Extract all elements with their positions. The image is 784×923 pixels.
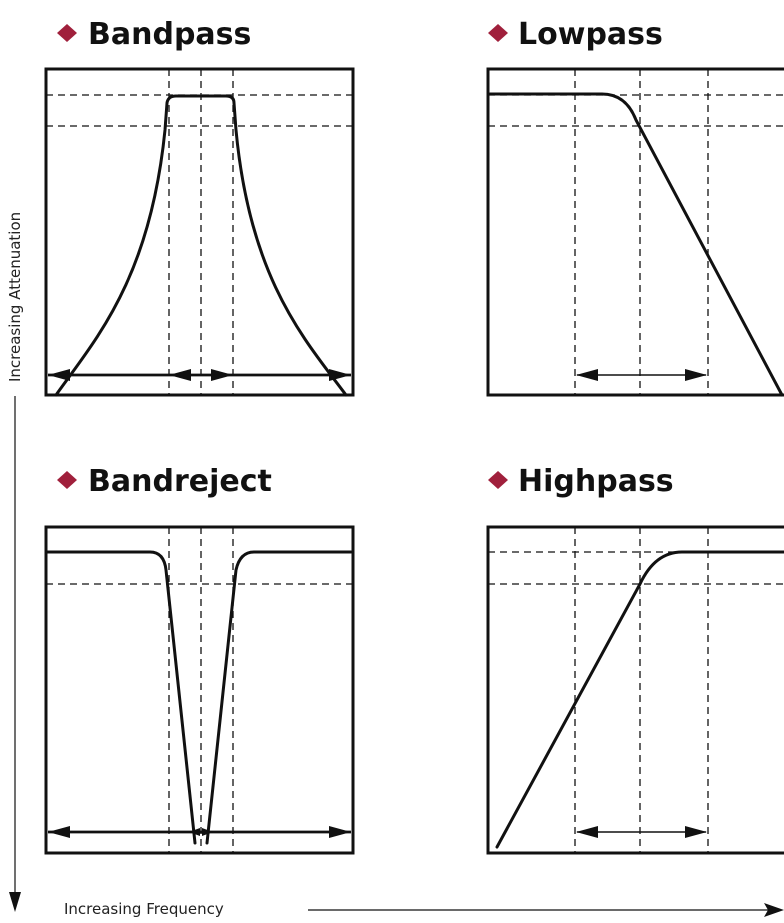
bandreject-dim-arrowhead-inner-left — [189, 828, 200, 836]
x-axis-arrowhead-icon — [764, 903, 784, 917]
bandreject-response-curve-right — [205, 550, 353, 845]
bandreject-bullet-icon — [57, 471, 77, 489]
bandreject-dim-arrowhead-right — [329, 826, 351, 838]
highpass-bullet-icon — [488, 471, 508, 489]
x-axis-label: Increasing Frequency — [64, 900, 224, 918]
lowpass-dim-arrowhead-right — [685, 369, 707, 381]
lowpass-frame — [486, 67, 784, 397]
bandpass-frame — [44, 67, 355, 397]
bandpass-response-curve — [54, 94, 348, 397]
lowpass-dim-arrowhead-left — [576, 369, 598, 381]
lowpass-title: Lowpass — [518, 17, 663, 52]
bandpass-dim-arrowhead-inner-left — [169, 369, 191, 381]
bandreject-title: Bandreject — [88, 464, 272, 499]
highpass-frame — [486, 525, 784, 855]
bandreject-response-curve-left — [44, 550, 197, 845]
highpass-title: Highpass — [518, 464, 674, 499]
y-axis: Increasing Attenuation — [6, 212, 24, 912]
bandpass-dim-arrowhead-right — [329, 369, 351, 381]
highpass-response-curve — [495, 550, 784, 849]
y-axis-label: Increasing Attenuation — [6, 212, 24, 382]
bandpass-dim-arrowhead-inner-right — [211, 369, 233, 381]
highpass-panel: Highpass — [486, 464, 784, 855]
bandpass-dim-arrowhead-left — [48, 369, 70, 381]
lowpass-bullet-icon — [488, 24, 508, 42]
bandreject-dim-arrowhead-left — [48, 826, 70, 838]
bandreject-dim-arrowhead-inner-right — [202, 828, 213, 836]
y-axis-arrowhead-icon — [9, 892, 21, 912]
x-axis: Increasing Frequency — [64, 900, 784, 918]
bandpass-bullet-icon — [57, 24, 77, 42]
lowpass-panel: Lowpass — [486, 17, 784, 397]
bandreject-frame — [44, 525, 355, 855]
bandpass-title: Bandpass — [88, 17, 251, 52]
highpass-dim-arrowhead-right — [685, 826, 707, 838]
highpass-dim-arrowhead-left — [576, 826, 598, 838]
lowpass-response-curve — [488, 92, 784, 397]
bandpass-panel: Bandpass — [44, 17, 355, 397]
bandreject-panel: Bandreject — [44, 464, 355, 855]
